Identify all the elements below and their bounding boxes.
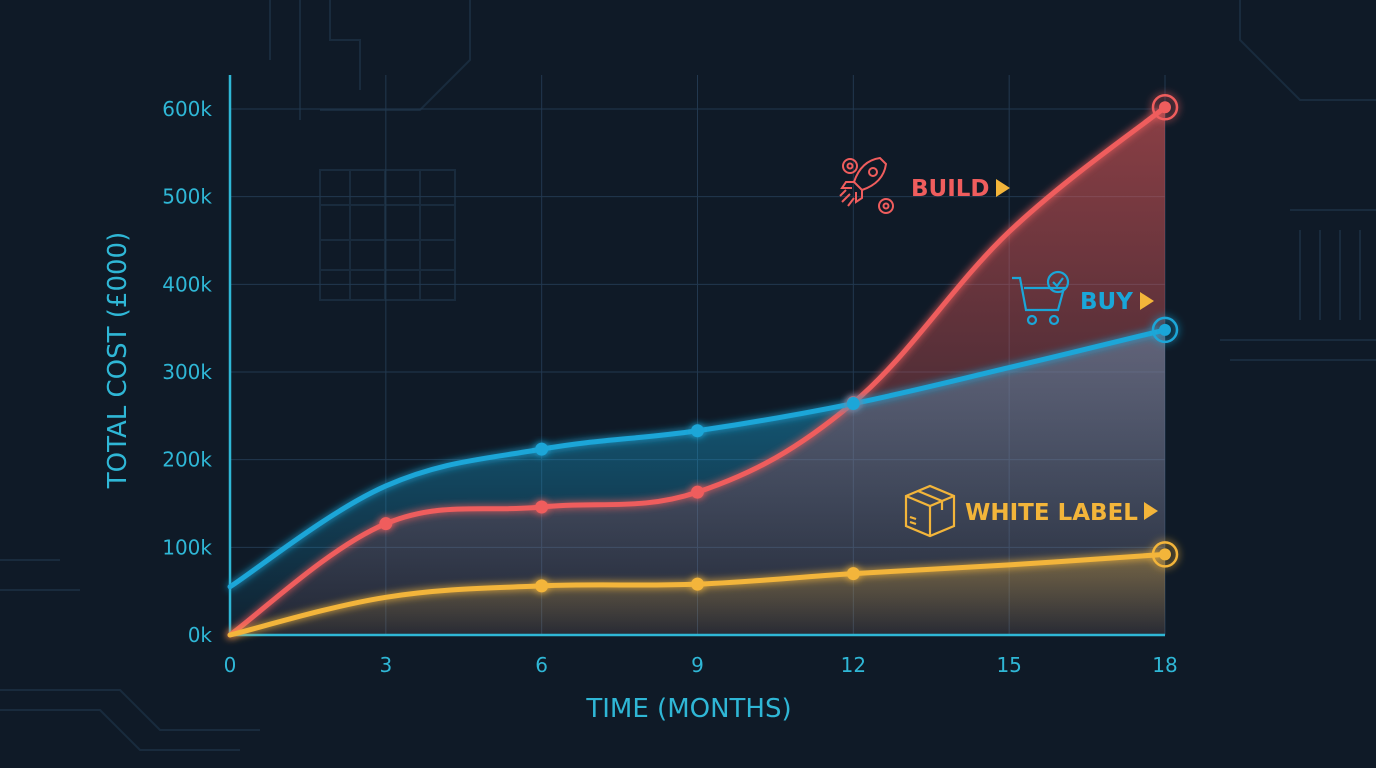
y-tick-label: 300k [162,360,212,384]
end-ring-buy [1151,316,1179,344]
legend-buy-arrow-icon [1140,292,1154,310]
point-build [535,500,549,514]
legend-white-label-arrow-icon [1144,502,1158,520]
rocket-gears-icon [839,156,894,214]
circuit-background [0,0,1376,751]
y-tick-label: 0k [188,623,213,647]
end-point-buy [1159,323,1171,336]
area-white-label [230,554,1165,635]
point-white-label [846,567,860,581]
legend-build: BUILD [839,156,1010,214]
shopping-cart-check-icon [1012,270,1070,326]
point-white-label [535,579,549,593]
end-point-build [1159,101,1171,114]
x-tick-label: 18 [1152,653,1177,677]
y-axis-title: TOTAL COST (£000) [103,232,133,489]
x-axis-title: TIME (MONTHS) [585,694,791,724]
x-tick-label: 3 [379,653,392,677]
series-markers [379,93,1179,593]
legend-build-label: BUILD [911,176,990,202]
x-axis-ticks: 0 3 6 9 12 15 18 [224,653,1178,677]
y-tick-label: 500k [162,185,212,209]
x-tick-label: 0 [224,653,237,677]
end-ring-build [1151,93,1179,121]
legend-white-label: WHITE LABEL [904,484,1158,538]
chart-axes [228,75,1165,637]
end-point-white-label [1159,548,1171,561]
legend-white-label-label: WHITE LABEL [965,500,1138,526]
x-tick-label: 12 [841,653,866,677]
y-tick-label: 200k [162,448,212,472]
y-tick-label: 400k [162,272,212,296]
legend-buy: BUY [1012,270,1154,326]
point-build [379,517,393,531]
y-tick-label: 100k [162,535,212,559]
y-tick-label: 600k [162,97,212,121]
legend-buy-label: BUY [1080,289,1133,315]
y-axis-ticks: 0k 100k 200k 300k 400k 500k 600k [162,97,212,647]
point-buy [691,424,704,438]
area-build [230,107,1165,636]
end-ring-white-label [1151,541,1179,568]
legend-build-arrow-icon [996,179,1010,197]
point-buy [535,442,549,456]
series-area-fills [230,107,1165,636]
point-build [691,485,704,499]
x-tick-label: 9 [691,653,704,677]
package-box-icon [904,484,956,538]
x-tick-label: 6 [535,653,548,677]
point-buy [846,397,860,411]
point-white-label [691,577,704,591]
x-tick-label: 15 [996,653,1021,677]
